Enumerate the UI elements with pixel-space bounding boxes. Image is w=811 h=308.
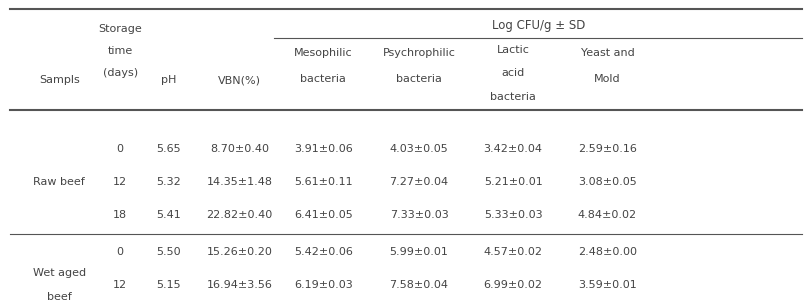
Text: 6.41±0.05: 6.41±0.05: [294, 210, 352, 220]
Text: Yeast and: Yeast and: [580, 48, 633, 58]
Text: 7.27±0.04: 7.27±0.04: [389, 177, 448, 187]
Text: 12: 12: [113, 177, 127, 187]
Text: Sampls: Sampls: [39, 75, 79, 85]
Text: Storage: Storage: [98, 24, 142, 34]
Text: 5.99±0.01: 5.99±0.01: [389, 247, 448, 257]
Text: 15.26±0.20: 15.26±0.20: [206, 247, 272, 257]
Text: Wet aged: Wet aged: [32, 268, 86, 278]
Text: bacteria: bacteria: [490, 92, 535, 102]
Text: Log CFU/g ± SD: Log CFU/g ± SD: [491, 19, 584, 32]
Text: bacteria: bacteria: [300, 74, 345, 83]
Text: 16.94±3.56: 16.94±3.56: [206, 280, 272, 290]
Text: 7.33±0.03: 7.33±0.03: [389, 210, 448, 220]
Text: 5.15: 5.15: [157, 280, 181, 290]
Text: 0: 0: [117, 247, 123, 257]
Text: 2.59±0.16: 2.59±0.16: [577, 144, 636, 154]
Text: 12: 12: [113, 280, 127, 290]
Text: 6.99±0.02: 6.99±0.02: [483, 280, 542, 290]
Text: 22.82±0.40: 22.82±0.40: [206, 210, 272, 220]
Text: 5.42±0.06: 5.42±0.06: [294, 247, 352, 257]
Text: acid: acid: [501, 68, 524, 78]
Text: 4.03±0.05: 4.03±0.05: [389, 144, 448, 154]
Text: 4.84±0.02: 4.84±0.02: [577, 210, 636, 220]
Text: 5.32: 5.32: [157, 177, 181, 187]
Text: 5.61±0.11: 5.61±0.11: [294, 177, 352, 187]
Text: beef: beef: [47, 292, 71, 302]
Text: 3.59±0.01: 3.59±0.01: [577, 280, 636, 290]
Text: 2.48±0.00: 2.48±0.00: [577, 247, 636, 257]
Text: Psychrophilic: Psychrophilic: [382, 48, 455, 58]
Text: 0: 0: [117, 144, 123, 154]
Text: 6.19±0.03: 6.19±0.03: [294, 280, 352, 290]
Text: 3.08±0.05: 3.08±0.05: [577, 177, 636, 187]
Text: 8.70±0.40: 8.70±0.40: [210, 144, 268, 154]
Text: Mesophilic: Mesophilic: [294, 48, 352, 58]
Text: Raw beef: Raw beef: [33, 177, 85, 187]
Text: 5.65: 5.65: [157, 144, 181, 154]
Text: 18: 18: [113, 210, 127, 220]
Text: 5.41: 5.41: [157, 210, 181, 220]
Text: Lactic: Lactic: [496, 45, 529, 55]
Text: 4.57±0.02: 4.57±0.02: [483, 247, 542, 257]
Text: time: time: [107, 46, 133, 56]
Text: pH: pH: [161, 75, 176, 85]
Text: 5.21±0.01: 5.21±0.01: [483, 177, 542, 187]
Text: 5.50: 5.50: [157, 247, 181, 257]
Text: 14.35±1.48: 14.35±1.48: [206, 177, 272, 187]
Text: Mold: Mold: [594, 74, 620, 83]
Text: 3.91±0.06: 3.91±0.06: [294, 144, 352, 154]
Text: bacteria: bacteria: [396, 74, 441, 83]
Text: (days): (days): [102, 68, 138, 78]
Text: 3.42±0.04: 3.42±0.04: [483, 144, 542, 154]
Text: 7.58±0.04: 7.58±0.04: [389, 280, 448, 290]
Text: VBN(%): VBN(%): [218, 75, 260, 85]
Text: 5.33±0.03: 5.33±0.03: [483, 210, 542, 220]
